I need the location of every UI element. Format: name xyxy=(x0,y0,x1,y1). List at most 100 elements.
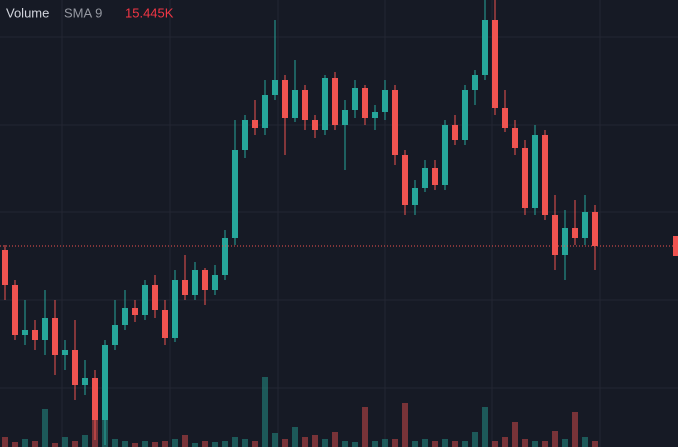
candle-body xyxy=(122,308,128,325)
candle-body xyxy=(382,90,388,112)
candle-body xyxy=(52,318,58,355)
volume-bar xyxy=(562,439,568,447)
candle-body xyxy=(182,280,188,295)
candle-body xyxy=(132,308,138,315)
candle-body xyxy=(332,78,338,125)
candle-body xyxy=(362,88,368,118)
volume-bars xyxy=(2,377,598,447)
volume-bar xyxy=(192,443,198,447)
volume-bar xyxy=(262,377,268,447)
volume-bar xyxy=(402,403,408,447)
volume-bar xyxy=(312,435,318,447)
volume-bar xyxy=(482,407,488,447)
overlay xyxy=(0,236,678,256)
candle-body xyxy=(522,148,528,208)
volume-bar xyxy=(82,435,88,447)
volume-bar xyxy=(2,437,8,447)
volume-bar xyxy=(512,422,518,447)
volume-bar xyxy=(182,435,188,447)
volume-bar xyxy=(452,441,458,447)
volume-bar xyxy=(432,441,438,447)
candle-body xyxy=(42,318,48,340)
candle-body xyxy=(302,90,308,120)
volume-bar xyxy=(412,441,418,447)
candle-body xyxy=(452,125,458,140)
candle-body xyxy=(12,285,18,335)
candle-body xyxy=(252,120,258,128)
candle-body xyxy=(472,75,478,90)
candle-body xyxy=(92,378,98,420)
volume-bar xyxy=(302,437,308,447)
candle-body xyxy=(82,378,88,385)
candle-body xyxy=(552,215,558,255)
volume-bar xyxy=(542,441,548,447)
volume-bar xyxy=(42,409,48,447)
volume-bar xyxy=(462,441,468,447)
volume-bar xyxy=(392,439,398,447)
volume-bar xyxy=(212,442,218,447)
volume-bar xyxy=(32,441,38,447)
volume-bar xyxy=(272,433,278,447)
volume-bar xyxy=(202,441,208,447)
candle-body xyxy=(202,270,208,290)
candle-body xyxy=(152,285,158,310)
volume-bar xyxy=(162,441,168,447)
candle-body xyxy=(402,155,408,205)
candle-body xyxy=(272,80,278,95)
candle-body xyxy=(392,90,398,155)
candle-body xyxy=(22,330,28,335)
volume-bar xyxy=(522,439,528,447)
candle-body xyxy=(232,150,238,238)
legend-study: SMA 9 xyxy=(64,5,102,20)
volume-bar xyxy=(72,441,78,447)
candle-body xyxy=(582,212,588,238)
volume-bar xyxy=(322,439,328,447)
volume-bar xyxy=(372,441,378,447)
volume-bar xyxy=(582,437,588,447)
legend-value: 15.445K xyxy=(125,5,174,20)
candle-body xyxy=(482,20,488,75)
volume-bar xyxy=(492,441,498,447)
volume-bar xyxy=(502,437,508,447)
candle-body xyxy=(502,108,508,128)
volume-bar xyxy=(442,439,448,447)
volume-bar xyxy=(332,432,338,447)
candle-body xyxy=(32,330,38,340)
candle-body xyxy=(372,112,378,118)
candle-body xyxy=(142,285,148,315)
candle-body xyxy=(422,168,428,188)
candle-body xyxy=(192,270,198,295)
legend-name: Volume xyxy=(6,5,49,20)
volume-bar xyxy=(472,432,478,447)
candle-body xyxy=(62,350,68,355)
volume-bar xyxy=(382,439,388,447)
volume-bar xyxy=(252,441,258,447)
volume-bar xyxy=(292,427,298,447)
volume-bar xyxy=(22,439,28,447)
volume-bar xyxy=(172,439,178,447)
candle-body xyxy=(222,238,228,275)
candle-body xyxy=(322,78,328,130)
volume-bar xyxy=(352,442,358,447)
candle-body xyxy=(492,20,498,108)
candle-body xyxy=(2,250,8,285)
candle-body xyxy=(342,110,348,125)
candle-body xyxy=(172,280,178,338)
candle-body xyxy=(112,325,118,345)
candle-body xyxy=(562,228,568,255)
volume-bar xyxy=(552,431,558,447)
volume-bar xyxy=(132,443,138,447)
candle-body xyxy=(262,95,268,128)
volume-bar xyxy=(422,439,428,447)
volume-bar xyxy=(532,441,538,447)
candle-body xyxy=(212,275,218,290)
candle-body xyxy=(352,88,358,110)
candle-body xyxy=(162,310,168,338)
volume-bar xyxy=(222,441,228,447)
volume-bar xyxy=(112,439,118,447)
candle-body xyxy=(72,350,78,385)
candles xyxy=(2,0,598,445)
